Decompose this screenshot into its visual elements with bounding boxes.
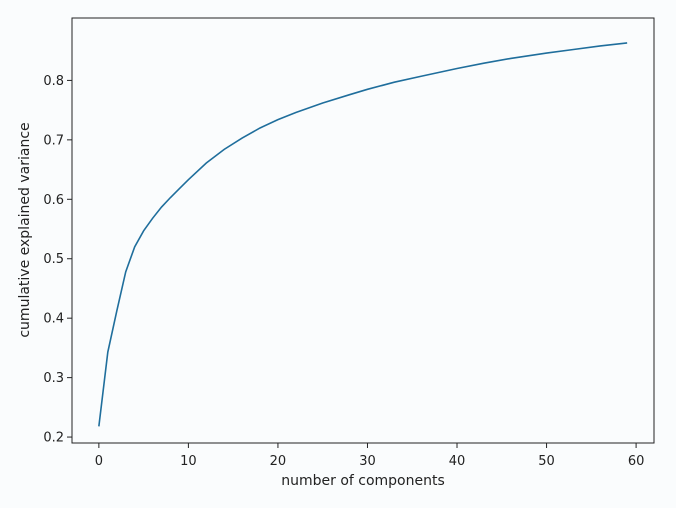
y-tick-label: 0.5: [43, 252, 64, 267]
plot-frame: [71, 17, 655, 444]
y-axis-label: cumulative explained variance: [17, 122, 33, 337]
y-tick-label: 0.4: [43, 312, 64, 327]
y-tick-label: 0.2: [43, 431, 64, 446]
x-tick-label: 40: [449, 454, 466, 469]
x-tick-label: 60: [628, 454, 645, 469]
x-tick-label: 0: [95, 454, 103, 469]
x-tick-label: 30: [359, 454, 376, 469]
x-tick-label: 50: [538, 454, 555, 469]
y-tick-label: 0.3: [43, 371, 64, 386]
x-axis-ticks: 0 10 20 30 40 50 60: [95, 443, 645, 469]
x-tick-label: 20: [270, 454, 287, 469]
y-tick-label: 0.7: [43, 133, 64, 148]
y-axis-ticks: 0.2 0.3 0.4 0.5 0.6 0.7 0.8: [43, 74, 72, 446]
series-line-cumulative-variance: [98, 42, 628, 427]
plot-area: [72, 18, 654, 443]
y-tick-label: 0.6: [43, 193, 64, 208]
x-tick-label: 10: [180, 454, 197, 469]
x-axis-label: number of components: [281, 473, 445, 489]
y-tick-label: 0.8: [43, 74, 64, 89]
